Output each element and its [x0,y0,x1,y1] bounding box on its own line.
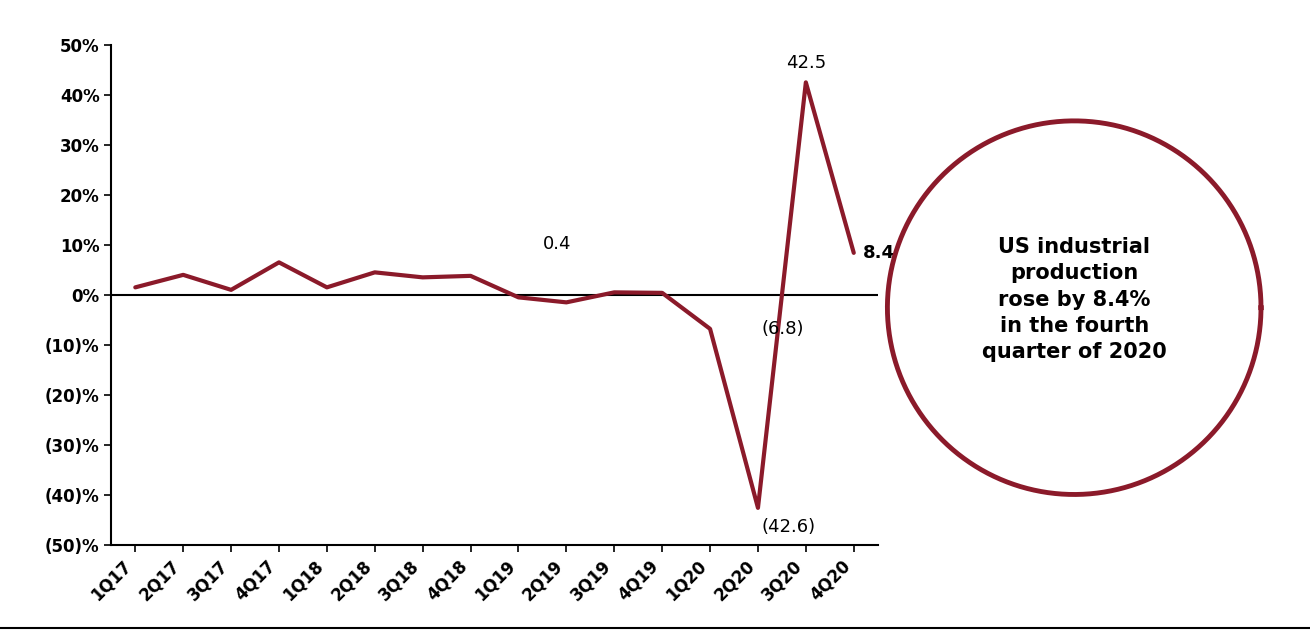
Text: (42.6): (42.6) [762,518,816,536]
Text: (6.8): (6.8) [762,320,804,338]
Text: US industrial
production
rose by 8.4%
in the fourth
quarter of 2020: US industrial production rose by 8.4% in… [981,237,1167,362]
Text: 8.4: 8.4 [863,244,895,262]
Text: 0.4: 0.4 [542,235,571,253]
Text: 42.5: 42.5 [786,54,827,72]
